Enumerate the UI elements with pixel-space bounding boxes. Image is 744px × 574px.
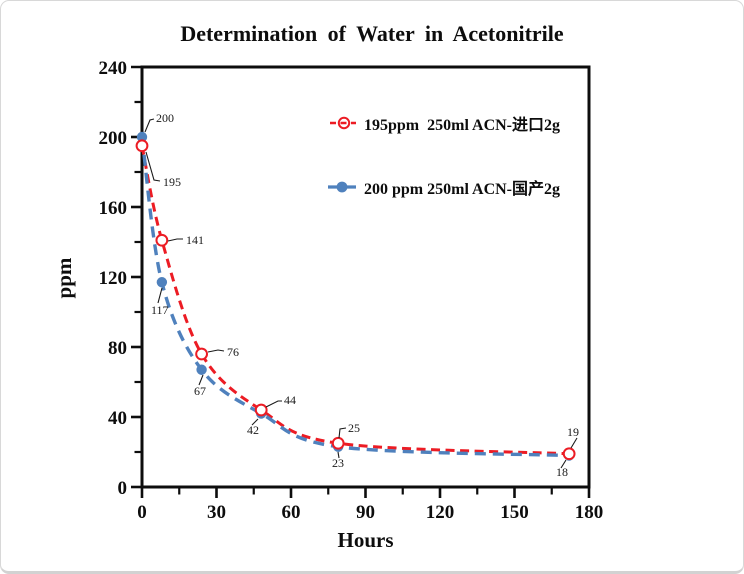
annotation-value-label: 42 (247, 423, 259, 437)
x-tick-label: 180 (575, 502, 604, 523)
legend-marker-blue-line-filled-circle-icon (328, 181, 356, 193)
annotation-value-label: 117 (151, 303, 169, 317)
red-data-point (254, 403, 268, 417)
blue-data-point (196, 364, 207, 375)
annotation-leader-line (145, 151, 161, 182)
annotation-value-label: 67 (194, 384, 206, 398)
red-data-point (331, 436, 345, 450)
blue-data-point (136, 131, 148, 143)
y-tick-label: 200 (99, 128, 128, 149)
red-data-point (562, 447, 576, 461)
annotation-value-label: 18 (556, 465, 568, 479)
y-tick-label: 40 (108, 408, 127, 429)
y-axis-title: ppm (52, 257, 76, 299)
annotation-leader-line (251, 418, 259, 426)
annotation-leader-line (207, 349, 225, 353)
legend-item-domestic: 200 ppm 250ml ACN-国产2g (327, 175, 560, 199)
annotation-value-label: 76 (227, 345, 239, 359)
y-tick-label: 120 (99, 268, 128, 289)
blue-data-point (156, 277, 168, 288)
annotation-leader-line (157, 287, 163, 304)
annotation-value-label: 195 (163, 175, 181, 189)
legend-label-domestic: 200 ppm 250ml ACN-国产2g (364, 181, 561, 198)
annotation-value-label: 141 (186, 233, 204, 247)
series-blue-line (140, 136, 570, 458)
x-axis: 0 30 60 90 120 150 180 (137, 488, 604, 523)
x-tick-label: 150 (500, 502, 529, 523)
legend-marker-red-dash-open-circle-icon (330, 116, 356, 130)
annotation-value-label: 200 (156, 111, 174, 125)
plot-frame (140, 65, 591, 489)
x-tick-label: 90 (356, 502, 375, 523)
annotation-value-label: 19 (567, 425, 579, 439)
x-tick-label: 0 (137, 502, 147, 523)
annotation-leader-line (570, 437, 578, 449)
red-data-point (135, 139, 149, 153)
point-annotations: 195 141 76 44 25 19 200 117 67 42 23 18 (144, 111, 579, 479)
annotation-leader-line (338, 427, 347, 439)
annotation-leader-line (337, 451, 340, 459)
annotation-value-label: 25 (348, 421, 360, 435)
y-axis: 0 40 80 120 160 200 240 (99, 58, 141, 499)
x-tick-label: 30 (207, 502, 226, 523)
y-tick-label: 240 (99, 58, 128, 79)
chart-title: Determination of Water in Acetonitrile (180, 21, 564, 46)
annotation-value-label: 23 (332, 456, 344, 470)
annotation-leader-line (198, 374, 204, 386)
annotation-leader-line (265, 400, 282, 408)
red-data-point (155, 233, 169, 247)
x-tick-label: 60 (282, 502, 301, 523)
annotation-value-label: 44 (284, 393, 296, 407)
annotation-leader-line (167, 238, 183, 242)
y-tick-label: 80 (108, 338, 127, 359)
annotation-leader-line (560, 459, 567, 469)
annotation-leader-line (144, 118, 155, 133)
legend-label-imported: 195ppm 250ml ACN-进口2g (364, 117, 561, 134)
legend-item-imported: 195ppm 250ml ACN-进口2g (329, 111, 560, 135)
y-tick-label: 0 (118, 478, 128, 499)
y-tick-label: 160 (99, 198, 128, 219)
x-axis-title: Hours (337, 528, 394, 552)
series-red-line (140, 145, 570, 456)
series-red-points (135, 139, 576, 461)
red-data-point (195, 347, 209, 361)
x-tick-label: 120 (426, 502, 455, 523)
